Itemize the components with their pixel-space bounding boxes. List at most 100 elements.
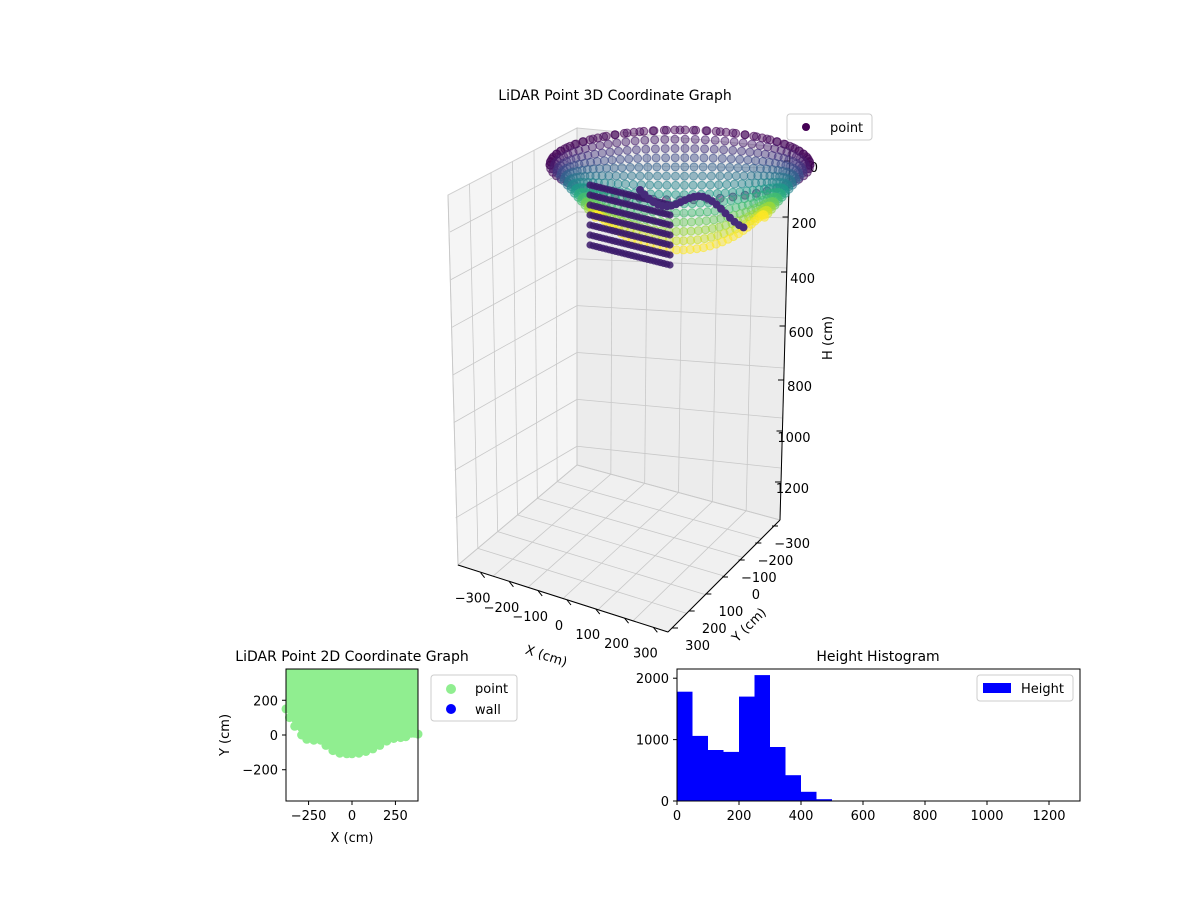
point-3d: [740, 130, 750, 140]
point-3d: [625, 162, 635, 172]
chart-title-hist: Height Histogram: [816, 649, 939, 665]
histogram-bar: [723, 751, 739, 801]
histogram-bar: [677, 691, 693, 801]
x-tick-label: −300: [455, 592, 491, 607]
point-3d: [690, 134, 700, 144]
y-axis-title: Y (cm): [218, 714, 233, 757]
grid-line: [452, 305, 578, 376]
point-3d: [689, 171, 699, 181]
point-3d: [670, 144, 680, 153]
point-3d: [634, 162, 644, 172]
point-3d: [733, 163, 743, 173]
point-3d: [635, 171, 645, 181]
grid-line: [454, 399, 578, 471]
point-3d: [578, 137, 588, 147]
point-3d: [602, 163, 612, 173]
point-3d: [739, 223, 748, 232]
point-3d: [680, 153, 690, 163]
point-3d: [708, 153, 718, 163]
point-3d: [726, 196, 736, 206]
point-3d: [729, 137, 739, 147]
x-tick-label: −250: [291, 809, 327, 824]
point-3d: [679, 227, 689, 236]
x-tick-label: 0: [673, 809, 681, 824]
point-3d: [666, 251, 674, 259]
point-3d: [642, 153, 652, 163]
y-tick-label: −200: [242, 764, 278, 779]
point-3d: [672, 236, 681, 246]
point-3d: [614, 146, 623, 156]
point-3d: [734, 229, 743, 239]
legend-frame: [976, 674, 1074, 702]
histogram-bar: [785, 775, 801, 801]
point-2d: [309, 735, 319, 745]
point-3d: [610, 130, 620, 140]
x-tick-label: 1200: [1032, 809, 1065, 824]
legend-hist: Height: [976, 674, 1074, 702]
histogram-bar: [801, 791, 817, 801]
point-3d: [762, 134, 772, 144]
point-2d: [347, 749, 357, 759]
point-3d: [723, 234, 733, 244]
point-3d: [717, 154, 727, 163]
point-3d: [701, 225, 710, 235]
point-3d: [562, 143, 572, 152]
point-3d: [731, 128, 741, 138]
point-3d: [666, 261, 674, 269]
point-2d: [302, 734, 312, 744]
point-3d: [645, 180, 655, 190]
legend-swatch: [983, 683, 1011, 693]
point-3d: [728, 232, 738, 242]
histogram-bar: [692, 735, 708, 801]
point-3d: [689, 153, 699, 163]
point-3d: [714, 180, 724, 190]
point-3d: [675, 125, 685, 135]
point-2d: [335, 748, 345, 758]
point-3d: [738, 138, 748, 148]
point-3d: [715, 127, 725, 137]
point-3d: [670, 162, 680, 172]
point-3d: [662, 180, 672, 190]
point-3d: [661, 162, 671, 172]
x-tick: [595, 608, 601, 615]
legend-marker-point: [446, 684, 456, 694]
point-3d: [700, 135, 710, 145]
point-3d: [699, 153, 709, 163]
point-3d: [707, 224, 717, 233]
point-3d: [661, 125, 671, 135]
x-tick-label: 200: [727, 809, 752, 824]
point-3d: [661, 171, 671, 181]
point-3d: [605, 147, 615, 157]
y-tick-label: 0: [661, 795, 669, 810]
point-area-2d: [286, 669, 418, 754]
histogram-bar: [770, 747, 786, 801]
histogram-bar: [708, 750, 724, 801]
x-tick-label: 250: [383, 809, 408, 824]
axes-frame-hist: [676, 668, 1081, 802]
point-3d: [660, 144, 670, 154]
point-3d: [643, 162, 653, 172]
y-tick-label: 100: [719, 605, 744, 620]
grid-line: [469, 183, 479, 549]
point-3d: [686, 235, 696, 245]
point-3d: [607, 155, 617, 165]
h-tick-label: 0: [810, 161, 818, 176]
legend-label: Height: [1021, 682, 1064, 697]
point-3d: [666, 231, 674, 239]
x-axis-line: [457, 564, 669, 633]
grid-line: [576, 164, 791, 169]
point-3d: [709, 144, 719, 154]
y-axis-line: [667, 519, 781, 633]
point-3d: [687, 208, 697, 218]
point-3d: [654, 189, 664, 199]
x-tick: [480, 572, 486, 579]
point-3d: [715, 171, 725, 181]
histogram-bar: [739, 696, 755, 801]
x-tick: [509, 581, 514, 588]
x-tick-label: 0: [555, 619, 563, 634]
legend-label: point: [830, 121, 863, 136]
y-tick-label: 200: [253, 694, 278, 709]
point-3d: [690, 144, 700, 154]
point-3d: [726, 154, 736, 164]
